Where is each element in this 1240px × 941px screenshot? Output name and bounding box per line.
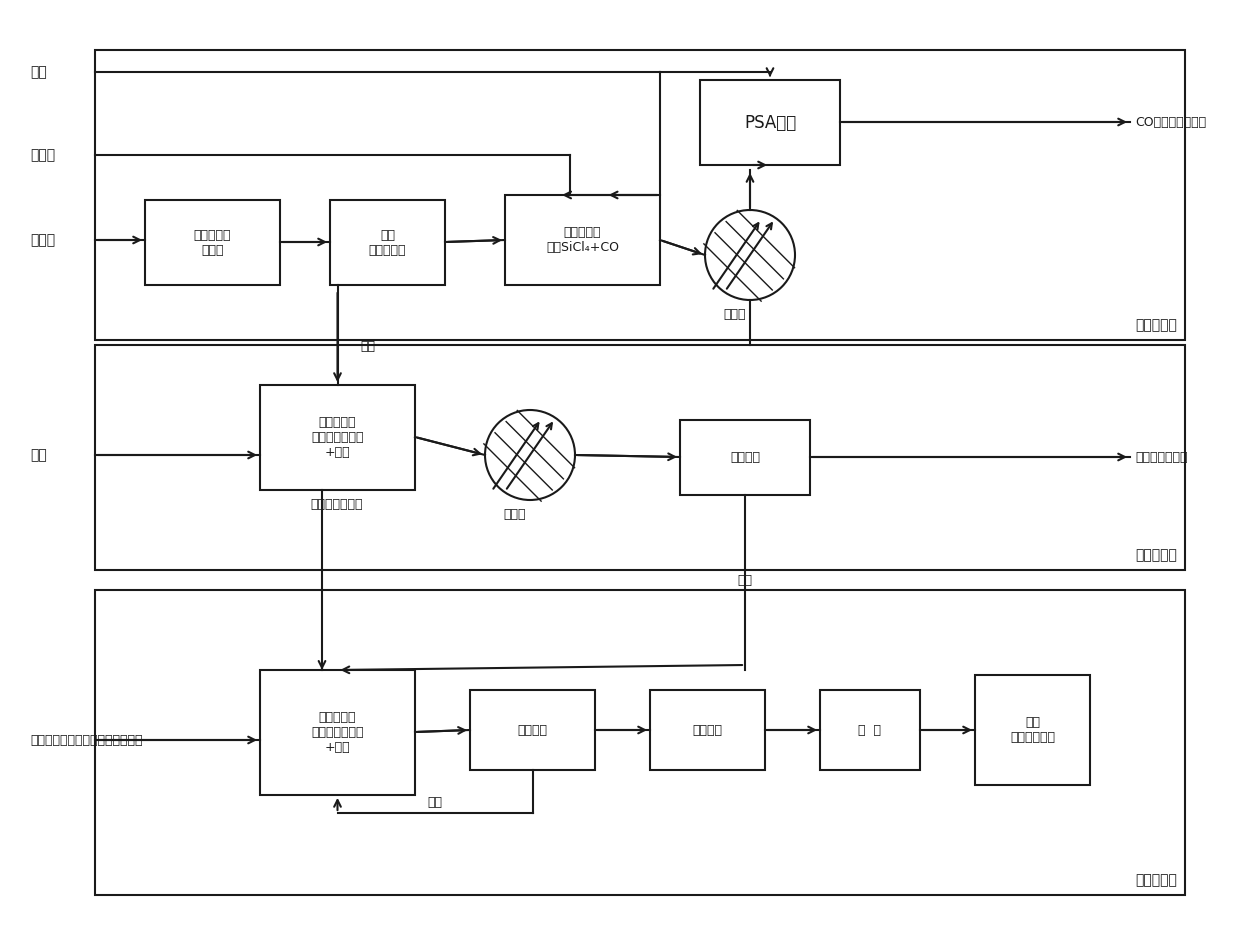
Text: 盐酸: 盐酸 [738, 573, 753, 586]
Text: CO气体（副产品）: CO气体（副产品） [1135, 116, 1207, 129]
Bar [260, 670, 415, 795]
Text: 过滤分离: 过滤分离 [517, 724, 548, 737]
Text: 催化剑（十六烷基三甲基渴化顸）: 催化剑（十六烷基三甲基渴化顸） [30, 733, 143, 746]
Text: 生成正硅酸乙酱: 生成正硅酸乙酱 [311, 498, 363, 511]
Text: 第三反应器
生成正硅酸乙酱
+乙醇: 第三反应器 生成正硅酸乙酱 +乙醇 [311, 711, 363, 754]
Text: 冷却水: 冷却水 [724, 308, 746, 321]
Bar [505, 195, 660, 285]
Text: 稻壳灰: 稻壳灰 [30, 233, 55, 247]
Text: 醉精: 醉精 [30, 448, 47, 462]
Bar [260, 385, 415, 490]
Text: 第三反应区: 第三反应区 [1135, 873, 1177, 887]
Bar [650, 690, 765, 770]
Text: 第一反应器
生成SiCl₄+CO: 第一反应器 生成SiCl₄+CO [546, 226, 619, 254]
Text: 回簿: 回簿 [428, 796, 443, 809]
Text: 第一反应区: 第一反应区 [1135, 318, 1177, 332]
Bar [820, 690, 920, 770]
Bar [95, 590, 1185, 895]
Text: 第二反应器
生成正硅酸乙酱
+盐酸: 第二反应器 生成正硅酸乙酱 +盐酸 [311, 416, 363, 459]
Text: 氯气: 氯气 [30, 65, 47, 79]
Text: 盐酸: 盐酸 [360, 341, 374, 354]
Bar [680, 420, 810, 495]
Bar [470, 690, 595, 770]
Ellipse shape [706, 210, 795, 300]
Ellipse shape [485, 410, 575, 500]
Text: 喷雾干燥: 喷雾干燥 [692, 724, 723, 737]
Text: 稻壳灰酸洗
及碧蛘: 稻壳灰酸洗 及碧蛘 [193, 229, 231, 257]
Bar [145, 200, 280, 285]
Text: 过滤分离: 过滤分离 [730, 451, 760, 464]
Text: 冷却水: 冷却水 [503, 507, 526, 520]
Text: 过滤
生成水玻璃: 过滤 生成水玻璃 [368, 229, 407, 257]
Text: 产品
介孔二氧化硅: 产品 介孔二氧化硅 [1011, 716, 1055, 744]
Bar [95, 345, 1185, 570]
Text: 氯草炭: 氯草炭 [30, 148, 55, 162]
Text: 煮  烧: 煮 烧 [858, 724, 882, 737]
Text: 第二反应区: 第二反应区 [1135, 548, 1177, 562]
Text: PSA分离: PSA分离 [744, 114, 796, 132]
Bar [701, 80, 839, 165]
Bar [975, 675, 1090, 785]
Bar [95, 50, 1185, 340]
Bar [330, 200, 445, 285]
Text: 盐酸（副产品）: 盐酸（副产品） [1135, 451, 1188, 464]
